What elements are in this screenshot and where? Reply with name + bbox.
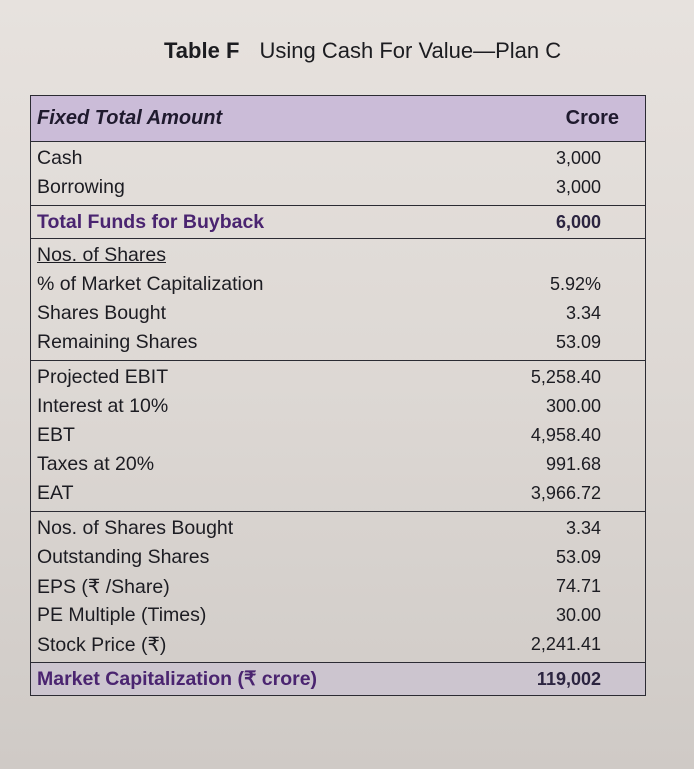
row-value: 30.00: [555, 605, 601, 625]
table-row: Remaining Shares 53.09: [31, 328, 645, 357]
table-row: Stock Price (₹) 2,241.41: [31, 630, 645, 659]
table-row: Shares Bought 3.34: [31, 299, 645, 328]
table-row: Market Capitalization (₹ crore) 119,002: [31, 663, 645, 695]
row-label: Total Funds for Buyback: [37, 210, 265, 233]
row-label: Cash: [37, 147, 83, 169]
table-section: Nos. of Shares % of Market Capitalization…: [31, 239, 645, 361]
row-value: 4,958.40: [530, 425, 601, 445]
table-title: Using Cash For Value—Plan C: [259, 38, 562, 63]
table-row: EPS (₹ /Share) 74.71: [31, 572, 645, 601]
row-value: 119,002: [536, 668, 601, 689]
row-value: 53.09: [555, 332, 601, 352]
table-row: Outstanding Shares 53.09: [31, 543, 645, 572]
header-crore: Crore: [565, 107, 619, 129]
row-label: Nos. of Shares Bought: [37, 517, 234, 539]
row-value: 53.09: [555, 547, 601, 567]
table-row: EAT 3,966.72: [31, 479, 645, 508]
header-fixed-total-amount: Fixed Total Amount: [37, 107, 223, 129]
table-body: Cash 3,000 Borrowing 3,000 Total Funds for B…: [31, 142, 645, 695]
row-label: PE Multiple (Times): [37, 604, 207, 626]
table-section: Market Capitalization (₹ crore) 119,002: [31, 663, 645, 695]
row-label: Nos. of Shares: [37, 244, 166, 266]
row-label: EPS (₹ /Share): [37, 575, 170, 598]
row-value: 5.92%: [549, 274, 601, 294]
row-value: 300.00: [545, 396, 601, 416]
row-label: EAT: [37, 482, 74, 504]
table-row: PE Multiple (Times) 30.00: [31, 601, 645, 630]
table-row: Projected EBIT 5,258.40: [31, 363, 645, 392]
table-section: Nos. of Shares Bought 3.34 Outstanding Sha…: [31, 512, 645, 663]
row-label: Market Capitalization (₹ crore): [37, 668, 318, 690]
table-row: Cash 3,000: [31, 144, 645, 173]
table-row: Interest at 10% 300.00: [31, 392, 645, 421]
table-section: Projected EBIT 5,258.40 Interest at 10% 300…: [31, 361, 645, 512]
table-section: Total Funds for Buyback 6,000: [31, 206, 645, 239]
table-row: Borrowing 3,000: [31, 173, 645, 202]
row-value: 3.34: [565, 518, 601, 538]
row-value: 2,241.41: [530, 634, 601, 654]
row-value: 3.34: [565, 303, 601, 323]
table-row: Nos. of Shares: [31, 241, 645, 270]
table-label: Table F: [164, 38, 240, 63]
row-value: 74.71: [555, 576, 601, 596]
plan-c-table: Fixed Total Amount Crore Cash 3,000 Borrow…: [30, 95, 646, 696]
row-value: 3,966.72: [530, 483, 601, 503]
row-label: Taxes at 20%: [37, 453, 155, 475]
row-label: Outstanding Shares: [37, 546, 210, 568]
row-value: 3,000: [555, 177, 601, 197]
row-label: Interest at 10%: [37, 395, 169, 417]
row-value: 3,000: [555, 148, 601, 168]
row-label: Borrowing: [37, 176, 125, 198]
table-row: % of Market Capitalization 5.92%: [31, 270, 645, 299]
row-label: Remaining Shares: [37, 331, 198, 353]
table-header: Fixed Total Amount Crore: [31, 96, 645, 142]
row-label: % of Market Capitalization: [37, 273, 264, 295]
row-value: 991.68: [545, 454, 601, 474]
row-label: EBT: [37, 424, 75, 446]
row-value: 5,258.40: [530, 367, 601, 387]
row-label: Projected EBIT: [37, 366, 169, 388]
table-row: Total Funds for Buyback 6,000: [31, 206, 645, 238]
table-caption: Table F Using Cash For Value—Plan C: [164, 38, 561, 64]
row-label: Shares Bought: [37, 302, 167, 324]
table-row: Taxes at 20% 991.68: [31, 450, 645, 479]
table-row: EBT 4,958.40: [31, 421, 645, 450]
row-value: 6,000: [555, 211, 601, 232]
table-section: Cash 3,000 Borrowing 3,000: [31, 142, 645, 206]
table-row: Nos. of Shares Bought 3.34: [31, 514, 645, 543]
row-label: Stock Price (₹): [37, 633, 167, 656]
